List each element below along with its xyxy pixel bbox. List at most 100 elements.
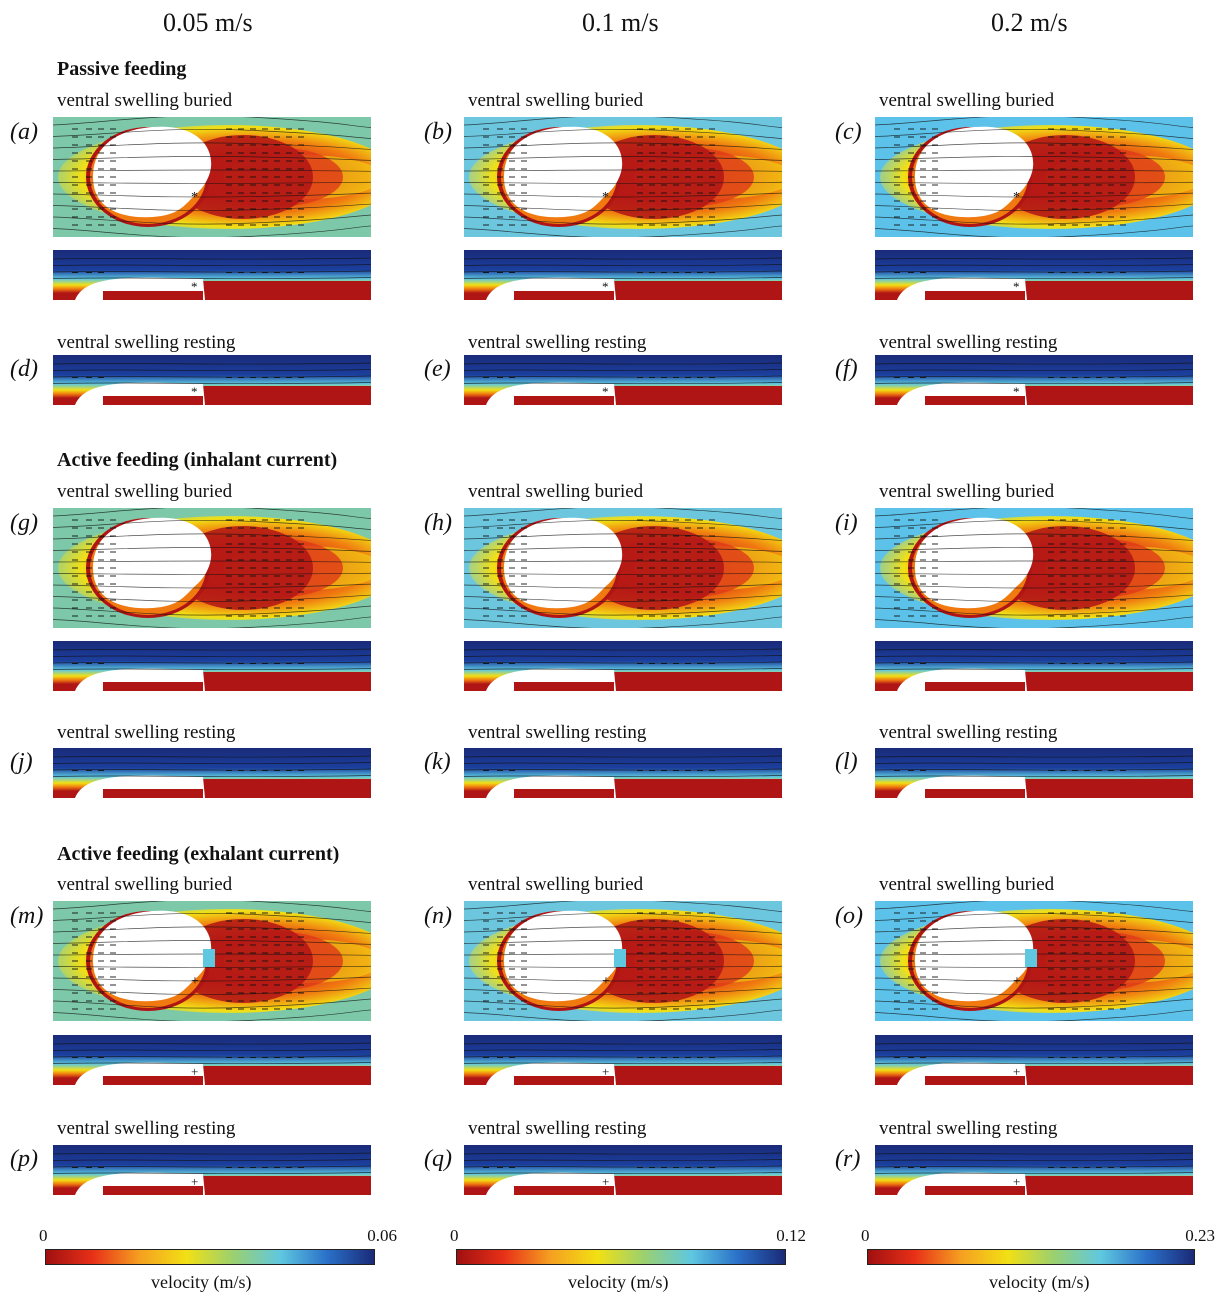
- flow-field-svg: [875, 641, 1193, 691]
- colorbar-max: 0.23: [1185, 1226, 1215, 1245]
- svg-text:*: *: [602, 384, 609, 399]
- panel-label: (f): [835, 356, 858, 382]
- subtitle-resting: ventral swelling resting: [468, 1118, 647, 1139]
- flow-panel-side-view: [53, 641, 371, 691]
- flow-panel-side-view: +: [464, 1035, 782, 1085]
- subtitle-buried: ventral swelling buried: [57, 874, 233, 895]
- flow-field-svg: *: [53, 250, 371, 300]
- flow-panel-side-view: [875, 748, 1193, 798]
- svg-text:+: +: [1013, 1064, 1020, 1079]
- flow-field-svg: *: [464, 117, 782, 237]
- colorbar-label: velocity (m/s): [151, 1272, 252, 1292]
- subtitle-resting: ventral swelling resting: [879, 332, 1058, 353]
- svg-text:+: +: [602, 974, 610, 989]
- svg-text:*: *: [1013, 190, 1020, 205]
- flow-panel-side-view: [875, 641, 1193, 691]
- flow-panel-side-view: +: [464, 1145, 782, 1195]
- flow-panel-side-view: +: [53, 1145, 371, 1195]
- flow-panel-side-view: +: [875, 1035, 1193, 1085]
- flow-panel-side-view: *: [875, 250, 1193, 300]
- flow-panel-side-view: [464, 641, 782, 691]
- svg-text:*: *: [1013, 279, 1020, 294]
- flow-panel-top-view: *: [464, 117, 782, 237]
- flow-panel-side-view: *: [464, 250, 782, 300]
- svg-text:*: *: [191, 190, 198, 205]
- colorbar-gradient: [867, 1249, 1195, 1265]
- flow-field-svg: *: [53, 117, 371, 237]
- flow-field-svg: +: [53, 1035, 371, 1085]
- flow-panel-side-view: +: [53, 1035, 371, 1085]
- flow-field-svg: +: [464, 1145, 782, 1195]
- subtitle-resting: ventral swelling resting: [57, 722, 236, 743]
- panel-label: (c): [835, 119, 862, 145]
- panel-label: (n): [424, 903, 452, 929]
- colorbar-min: 0: [861, 1226, 870, 1245]
- flow-field-svg: *: [53, 355, 371, 405]
- svg-text:+: +: [602, 1064, 609, 1079]
- flow-field-svg: [875, 748, 1193, 798]
- svg-text:+: +: [191, 1064, 198, 1079]
- flow-field-svg: +: [875, 901, 1193, 1021]
- panel-label: (g): [10, 510, 38, 536]
- flow-panel-top-view: [464, 508, 782, 628]
- section-title-inhalant: Active feeding (inhalant current): [57, 449, 338, 471]
- flow-panel-top-view: +: [53, 901, 371, 1021]
- flow-panel-side-view: *: [53, 355, 371, 405]
- subtitle-buried: ventral swelling buried: [468, 90, 644, 111]
- flow-field-svg: [53, 641, 371, 691]
- flow-panel-side-view: *: [875, 355, 1193, 405]
- subtitle-resting: ventral swelling resting: [879, 722, 1058, 743]
- flow-panel-top-view: *: [53, 117, 371, 237]
- flow-field-svg: *: [464, 355, 782, 405]
- panel-label: (o): [835, 903, 863, 929]
- flow-field-svg: [53, 748, 371, 798]
- flow-field-svg: +: [53, 1145, 371, 1195]
- column-header-0-1: 0.1 m/s: [582, 8, 659, 37]
- svg-text:+: +: [191, 1174, 198, 1189]
- panel-label: (e): [424, 356, 451, 382]
- column-header-0-2: 0.2 m/s: [991, 8, 1068, 37]
- svg-text:*: *: [191, 279, 198, 294]
- panel-label: (d): [10, 356, 38, 382]
- svg-text:+: +: [1013, 1174, 1020, 1189]
- subtitle-buried: ventral swelling buried: [468, 874, 644, 895]
- panel-label: (m): [10, 903, 44, 929]
- flow-field-svg: *: [875, 355, 1193, 405]
- subtitle-buried: ventral swelling buried: [57, 90, 233, 111]
- flow-panel-top-view: *: [875, 117, 1193, 237]
- subtitle-buried: ventral swelling buried: [57, 481, 233, 502]
- flow-panel-side-view: [464, 748, 782, 798]
- colorbar-min: 0: [39, 1226, 48, 1245]
- panel-label: (a): [10, 119, 38, 145]
- flow-field-svg: +: [464, 1035, 782, 1085]
- colorbar-min: 0: [450, 1226, 459, 1245]
- flow-field-svg: +: [464, 901, 782, 1021]
- colorbar-gradient: [45, 1249, 375, 1265]
- svg-text:+: +: [191, 974, 199, 989]
- flow-field-svg: +: [875, 1035, 1193, 1085]
- svg-text:*: *: [602, 190, 609, 205]
- subtitle-resting: ventral swelling resting: [468, 722, 647, 743]
- subtitle-buried: ventral swelling buried: [879, 481, 1055, 502]
- panel-label: (l): [835, 749, 858, 775]
- flow-field-svg: [464, 748, 782, 798]
- flow-panel-top-view: [53, 508, 371, 628]
- flow-panel-top-view: +: [875, 901, 1193, 1021]
- flow-field-svg: [464, 641, 782, 691]
- svg-text:+: +: [602, 1174, 609, 1189]
- colorbar-0-2: 0 0.23 velocity (m/s): [861, 1226, 1215, 1296]
- panel-label: (r): [835, 1146, 861, 1172]
- panel-label: (j): [10, 749, 33, 775]
- svg-text:*: *: [1013, 384, 1020, 399]
- colorbar-label: velocity (m/s): [568, 1272, 669, 1292]
- flow-panel-side-view: +: [875, 1145, 1193, 1195]
- colorbar-max: 0.12: [776, 1226, 806, 1245]
- subtitle-resting: ventral swelling resting: [468, 332, 647, 353]
- panel-label: (h): [424, 510, 452, 536]
- colorbar-0-1: 0 0.12 velocity (m/s): [450, 1226, 806, 1296]
- panel-label: (k): [424, 749, 451, 775]
- flow-panel-top-view: +: [464, 901, 782, 1021]
- panel-label: (p): [10, 1146, 38, 1172]
- svg-text:+: +: [1013, 974, 1021, 989]
- flow-field-svg: *: [875, 117, 1193, 237]
